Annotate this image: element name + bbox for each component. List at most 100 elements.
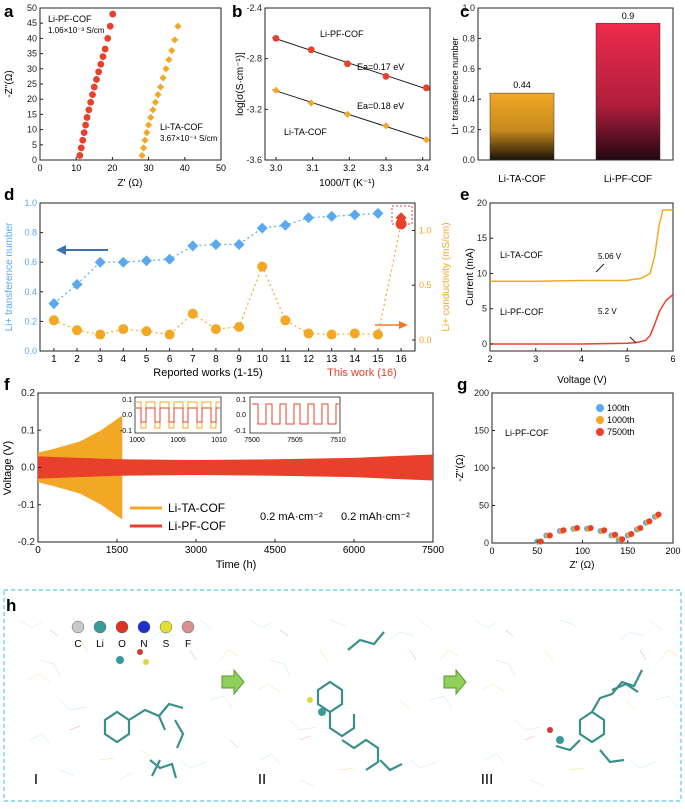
d-point-conductivity-1 [48,315,59,326]
g-xlabel: Z' (Ω) [570,560,595,571]
d-point-conductivity-8 [210,324,221,335]
g-point-2-9 [637,525,644,531]
d-ylt-label-2: 0.4 [24,287,37,297]
d-point-transference-11 [279,219,291,231]
e-xlabel: Voltage (V) [557,375,606,386]
d-ylt-label-0: 0.0 [24,346,37,356]
c-cat-ta: Li-TA-COF [498,174,546,185]
e-line-1 [490,294,674,345]
f-inset1-ytick-top: 0.1 [122,397,132,404]
a-xt-label-0: 0 [37,163,42,173]
d-xt-label-13: 14 [349,354,361,365]
a-point-pf-3 [80,129,88,137]
a-point-ta-8 [154,91,162,99]
b-point-ta-3 [382,122,390,130]
f-yt-label-1: -0.1 [18,500,36,511]
d-point-transference-2 [71,278,83,290]
d-yrt-label-2: 1.0 [419,225,432,235]
f-inset2-ytick-mid: 0.0 [236,412,246,419]
f-inset2-ytick-bot: -0.1 [234,428,246,435]
b-point-ta-0 [272,86,280,94]
a-xt-label-2: 20 [107,163,117,173]
g-point-2-3 [574,525,581,531]
d-xt-label-9: 10 [257,354,269,365]
panel-label-f: f [4,375,10,394]
e-yt-label-2: 10 [477,268,487,278]
b-point-ta-4 [422,136,430,144]
d-point-transference-12 [303,212,315,224]
a-xlabel: Z' (Ω) [118,178,143,189]
g-point-2-6 [612,531,619,538]
d-xt-label-2: 3 [97,354,103,365]
f-inset2-xtick-1: 7505 [287,437,303,444]
d-xt-label-12: 13 [326,354,338,365]
b-yt-label-2: -3.2 [246,104,262,114]
a-point-pf-10 [93,76,100,83]
b-xt-label-4: 3.4 [416,163,429,173]
g-point-2-1 [546,532,553,539]
d-point-transference-1 [48,298,60,310]
d-point-conductivity-11 [280,315,291,326]
a-yt-label-7: 35 [27,49,37,59]
d-point-transference-3 [94,256,106,268]
b-point-pf-2 [344,60,351,68]
d-point-conductivity-13 [326,329,337,340]
d-point-conductivity-5 [141,326,152,337]
g-yt-label-3: 150 [474,426,489,436]
a-point-ta-0 [138,151,146,160]
d-this-work: This work (16) [327,367,397,379]
d-point-transference-7 [187,240,199,252]
d-xt-label-8: 9 [236,354,242,365]
panel-label-a: a [4,2,14,21]
a-point-ta-13 [168,46,176,55]
g-yt-label-2: 100 [474,463,489,473]
a-point-pf-11 [95,68,103,76]
e-yt-label-1: 5 [482,304,487,314]
b-yt-label-1: -2.8 [246,54,262,64]
f-inset2-xtick-0: 7500 [244,437,260,444]
a-yt-label-2: 10 [27,125,37,135]
d-xt-label-7: 8 [213,354,219,365]
a-yt-label-10: 50 [27,3,37,13]
a-yt-label-0: 0 [32,155,37,165]
a-point-ta-3 [143,129,151,137]
h-frame-2 [249,619,459,787]
panel-g: 0 50 100 150 200 0 50 100 150 200 Li-PF-COF 100th… [455,388,681,571]
d-xt-label-3: 4 [121,354,127,365]
h-legend-ball-S [159,620,173,634]
a-yt-label-9: 45 [27,18,37,28]
b-ea-pf: Ea=0.17 eV [357,62,404,72]
panel-b: 3.0 3.1 3.2 3.3 3.4 -2.4 -2.8 -3.2 -3.6 1000/T (… [235,3,431,189]
c-value-ta: 0.44 [513,80,531,90]
d-ylt-label-3: 0.6 [24,257,37,267]
f-legend-ta: Li-TA-COF [168,501,225,515]
b-label-ta: Li-TA-COF [284,127,327,137]
a-point-pf-9 [90,83,98,91]
g-legend-swatch-100 [596,404,604,412]
d-point-conductivity-2 [72,325,83,336]
h-stage-1: I [34,771,38,788]
b-point-pf-3 [382,73,390,80]
a-point-ta-5 [147,113,155,122]
f-xt-label-1: 1500 [106,545,129,556]
a-point-ta-6 [149,106,157,114]
f-inset2-xtick-2: 7510 [330,437,346,444]
d-point-transference-4 [117,256,129,268]
h-frame-3 [474,619,679,787]
panel-f: 0 1500 3000 4500 6000 7500 -0.2 -0.1 0.0 0.1 0.2 0… [2,388,445,571]
a-point-pf-4 [82,121,90,129]
a-xt-label-4: 40 [180,163,190,173]
panel-d: 1 2 3 4 5 6 7 8 9 10 11 12 13 14 15 160.00.20.40.60.81.… [4,198,452,379]
a-point-ta-9 [156,83,165,91]
f-cond-2: 0.2 mAh·cm⁻² [341,511,410,523]
c-ylabel: Li⁺ transference number [450,37,460,134]
c-yt-label-0: 0.0 [462,155,475,165]
panel-h: C Li O N S F I II III [3,589,682,802]
a-yt-label-1: 5 [32,140,37,150]
c-bar-0 [489,92,555,161]
h-legend-ball-C [71,620,85,634]
g-point-2-0 [537,538,544,545]
d-point-conductivity-3 [95,329,106,340]
b-label-pf: Li-PF-COF [320,29,364,39]
